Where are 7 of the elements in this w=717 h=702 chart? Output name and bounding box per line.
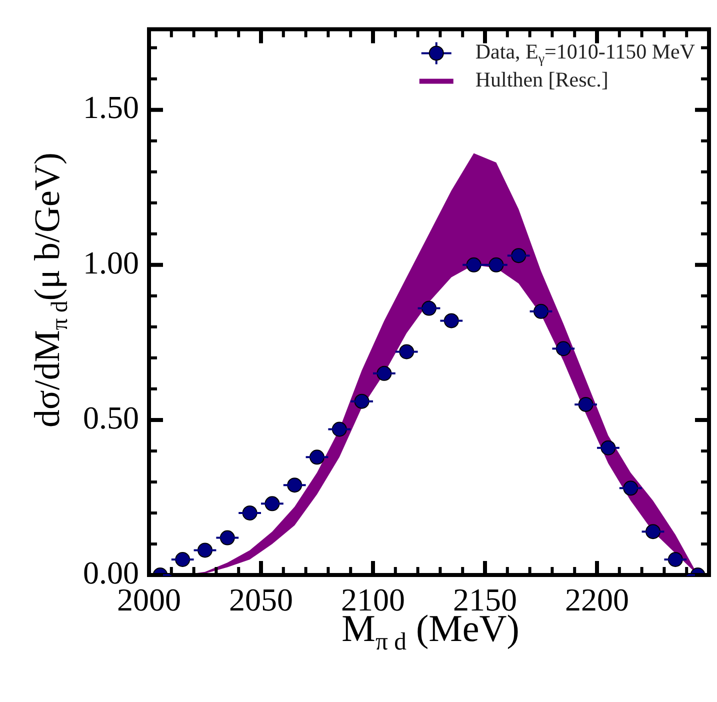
x-tick-label: 2050 (229, 582, 293, 618)
y-tick-label: 1.50 (83, 89, 139, 126)
y-tick-label: 1.00 (83, 244, 139, 280)
x-tick-label: 2200 (565, 582, 629, 618)
legend-label: Hulthen [Resc.] (475, 68, 608, 92)
y-tick-label: 0.50 (83, 399, 139, 436)
y-tick-label: 0.00 (83, 554, 139, 590)
